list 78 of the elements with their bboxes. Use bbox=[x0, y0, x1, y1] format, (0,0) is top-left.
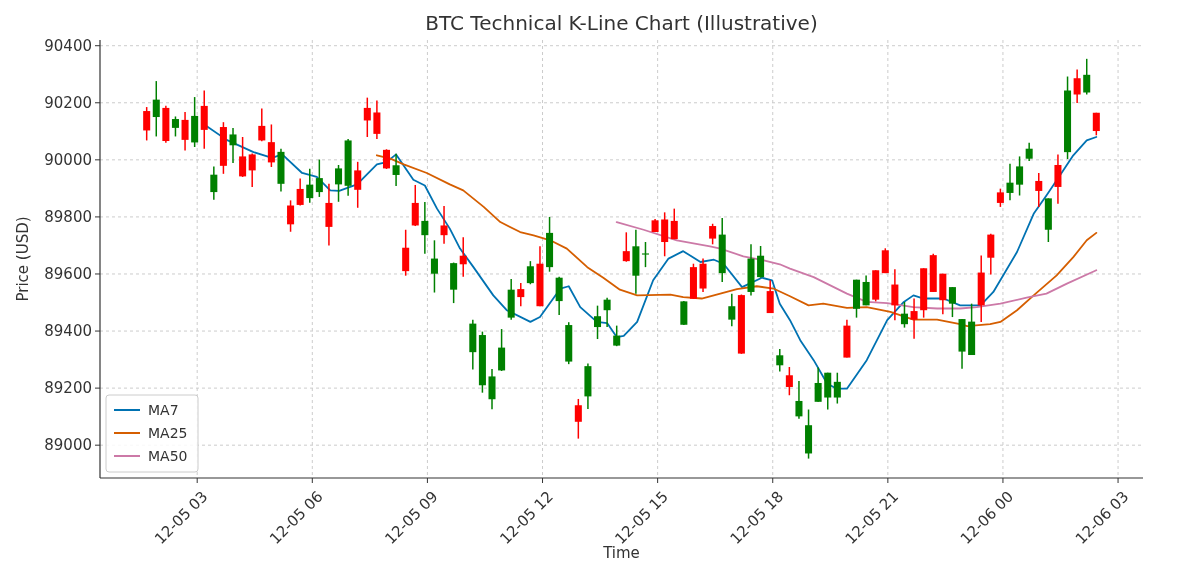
candlestick bbox=[200, 89, 208, 150]
candlestick bbox=[354, 161, 362, 209]
candlestick bbox=[1025, 141, 1033, 162]
candlestick bbox=[239, 136, 247, 178]
candlestick bbox=[1035, 172, 1043, 208]
candlestick bbox=[267, 123, 275, 168]
candlestick bbox=[1083, 58, 1091, 96]
y-tick-label: 89200 bbox=[44, 379, 92, 398]
candlestick bbox=[287, 199, 295, 233]
candlestick bbox=[776, 348, 784, 373]
candlestick bbox=[498, 328, 506, 372]
candlestick bbox=[833, 371, 841, 405]
candlestick bbox=[555, 276, 563, 316]
candlestick bbox=[363, 96, 371, 138]
candlestick bbox=[785, 366, 793, 396]
candlestick bbox=[315, 158, 323, 198]
candlestick bbox=[891, 268, 899, 321]
candlestick bbox=[1006, 163, 1014, 202]
legend-label: MA25 bbox=[148, 424, 188, 441]
candlestick bbox=[488, 368, 496, 410]
candlestick bbox=[517, 282, 525, 307]
candlestick bbox=[392, 153, 400, 187]
y-tick-label: 89600 bbox=[44, 265, 92, 284]
candlestick bbox=[996, 187, 1004, 208]
y-tick-label: 89800 bbox=[44, 208, 92, 227]
y-tick-label: 89000 bbox=[44, 436, 92, 455]
candlestick bbox=[862, 274, 870, 307]
candlestick bbox=[440, 205, 448, 245]
candlestick bbox=[795, 380, 803, 420]
candlestick bbox=[910, 297, 918, 340]
legend-label: MA7 bbox=[148, 401, 179, 418]
candlestick bbox=[373, 99, 381, 140]
candlestick bbox=[728, 292, 736, 327]
candlestick bbox=[459, 236, 467, 278]
candlestick bbox=[622, 231, 630, 263]
candlestick bbox=[574, 398, 582, 440]
candlestick bbox=[670, 207, 678, 240]
candlestick bbox=[382, 148, 391, 170]
candlestick bbox=[411, 184, 419, 227]
candlestick bbox=[248, 152, 256, 188]
candlestick bbox=[1073, 68, 1081, 104]
candlestick bbox=[430, 239, 438, 294]
candlestick bbox=[402, 229, 410, 277]
y-tick-label: 90200 bbox=[44, 94, 92, 113]
y-tick-label: 90000 bbox=[44, 151, 92, 170]
candlestick bbox=[641, 241, 649, 268]
candlestick bbox=[258, 107, 266, 143]
candlestick bbox=[306, 167, 314, 204]
x-axis-title: Time bbox=[602, 544, 640, 562]
candlestick bbox=[325, 183, 333, 247]
candlestick bbox=[181, 111, 189, 152]
y-tick-label: 89400 bbox=[44, 322, 92, 341]
candlestick bbox=[152, 80, 160, 138]
legend-label: MA50 bbox=[148, 447, 188, 464]
y-axis-title: Price (USD) bbox=[14, 216, 32, 302]
candlestick bbox=[766, 279, 774, 314]
candlestick bbox=[143, 106, 151, 142]
candlestick bbox=[1016, 155, 1024, 197]
candlestick bbox=[335, 164, 343, 203]
candlestick bbox=[296, 177, 304, 207]
candlestick bbox=[881, 247, 889, 274]
candlestick bbox=[814, 366, 822, 403]
candlestick bbox=[900, 301, 908, 329]
y-tick-label: 90400 bbox=[44, 36, 92, 55]
candlestick bbox=[709, 223, 717, 246]
chart-title: BTC Technical K-Line Chart (Illustrative) bbox=[425, 11, 818, 35]
candlestick bbox=[229, 127, 237, 164]
candlestick bbox=[603, 296, 611, 328]
candlestick bbox=[757, 245, 765, 279]
candlestick bbox=[948, 286, 956, 318]
candlestick bbox=[526, 260, 534, 285]
candlestick bbox=[987, 233, 995, 276]
candlestick bbox=[171, 115, 179, 138]
candlestick bbox=[1054, 153, 1062, 205]
candlestick bbox=[421, 201, 429, 255]
candlestick bbox=[210, 165, 218, 201]
candlestick bbox=[594, 304, 602, 340]
candlestick bbox=[661, 211, 669, 258]
